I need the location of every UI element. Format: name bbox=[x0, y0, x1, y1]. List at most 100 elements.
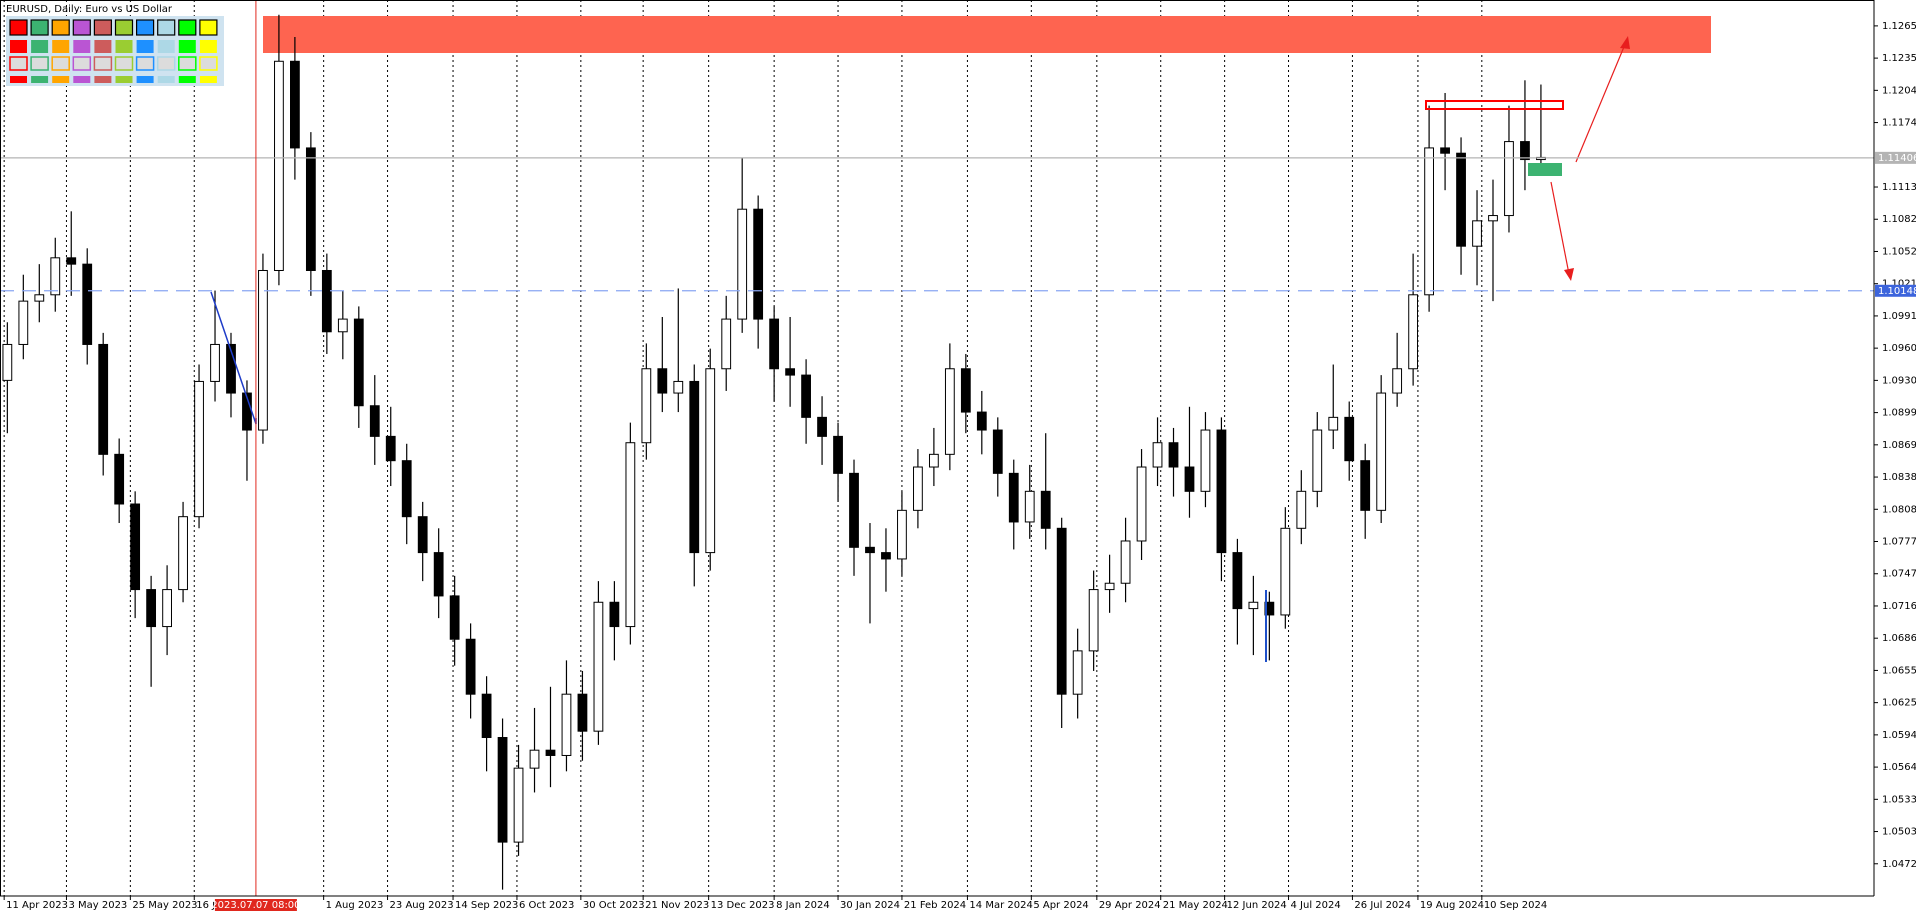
overlay-layer bbox=[0, 0, 1874, 896]
candle-body bbox=[944, 368, 955, 455]
y-tick-label: 1.07165 bbox=[1882, 601, 1916, 612]
palette-button[interactable] bbox=[10, 40, 27, 53]
y-tick-label: 1.09910 bbox=[1882, 311, 1916, 322]
candle-body bbox=[769, 318, 780, 370]
candle-body bbox=[1168, 442, 1179, 468]
candle-body bbox=[865, 546, 875, 554]
palette-button[interactable] bbox=[30, 19, 49, 36]
palette-button[interactable] bbox=[72, 19, 91, 36]
candle-body bbox=[657, 368, 668, 394]
x-tick-label: 8 Jan 2024 bbox=[776, 900, 830, 911]
palette-button[interactable] bbox=[52, 76, 70, 83]
candle-body bbox=[353, 318, 364, 407]
high-box bbox=[1425, 100, 1564, 110]
palette-button[interactable] bbox=[115, 76, 133, 83]
candle-body bbox=[226, 343, 236, 394]
palette-button[interactable] bbox=[73, 76, 91, 83]
palette-button[interactable] bbox=[199, 40, 217, 53]
resistance-zone bbox=[263, 16, 1711, 53]
y-tick-label: 1.10215 bbox=[1882, 279, 1916, 290]
palette-button[interactable] bbox=[9, 56, 28, 71]
palette-button[interactable] bbox=[94, 76, 112, 83]
arrow-head bbox=[1620, 36, 1630, 49]
palette-button[interactable] bbox=[94, 40, 112, 53]
y-tick-label: 1.04725 bbox=[1882, 859, 1916, 870]
candle-body bbox=[66, 257, 77, 265]
candle-body bbox=[1472, 220, 1482, 247]
candle-body bbox=[1392, 368, 1403, 394]
palette-button[interactable] bbox=[51, 19, 70, 36]
palette-button[interactable] bbox=[136, 76, 154, 83]
candle-body bbox=[1424, 147, 1434, 296]
candle-body bbox=[401, 460, 412, 518]
palette-button[interactable] bbox=[157, 40, 175, 53]
palette-button[interactable] bbox=[73, 40, 91, 53]
y-tick-label: 1.06860 bbox=[1882, 633, 1916, 644]
palette-button[interactable] bbox=[199, 19, 218, 36]
candle-body bbox=[385, 435, 396, 462]
candles-layer bbox=[2, 14, 1546, 890]
y-tick-label: 1.10825 bbox=[1882, 214, 1916, 225]
palette-button[interactable] bbox=[114, 56, 134, 71]
x-tick-label: 21 May 2024 bbox=[1163, 900, 1228, 911]
candle-body bbox=[1440, 147, 1450, 154]
cursor-label: 2023.07.07 08:00 bbox=[211, 900, 300, 911]
candle-body bbox=[274, 60, 284, 271]
candle-body bbox=[2, 343, 13, 381]
candle-body bbox=[50, 257, 61, 296]
candle-body bbox=[641, 368, 652, 444]
palette-button[interactable] bbox=[9, 19, 28, 36]
palette-button[interactable] bbox=[199, 56, 218, 71]
palette-button[interactable] bbox=[114, 19, 134, 36]
candle-body bbox=[82, 263, 93, 345]
palette-button[interactable] bbox=[30, 56, 49, 71]
x-tick-label: 23 Aug 2023 bbox=[390, 900, 454, 911]
palette-button[interactable] bbox=[72, 56, 92, 71]
palette-button[interactable] bbox=[156, 56, 176, 71]
candle-body bbox=[817, 416, 827, 437]
palette-button[interactable] bbox=[136, 19, 155, 36]
y-tick-label: 1.10520 bbox=[1882, 246, 1916, 257]
palette-button[interactable] bbox=[157, 76, 175, 83]
palette-button[interactable] bbox=[157, 19, 176, 36]
palette-button[interactable] bbox=[10, 76, 27, 83]
palette-button[interactable] bbox=[31, 40, 49, 53]
candle-body bbox=[305, 147, 316, 271]
candle-body bbox=[1376, 392, 1387, 511]
palette-button[interactable] bbox=[135, 56, 155, 71]
palette-button[interactable] bbox=[178, 56, 197, 71]
palette-button[interactable] bbox=[93, 56, 113, 71]
palette-button[interactable] bbox=[199, 76, 217, 83]
palette-button[interactable] bbox=[115, 40, 133, 53]
y-tick-label: 1.06250 bbox=[1882, 698, 1916, 709]
palette-button[interactable] bbox=[52, 40, 70, 53]
candle-body bbox=[1264, 601, 1275, 616]
candle-body bbox=[785, 368, 796, 376]
candle-body bbox=[737, 208, 748, 320]
x-tick-label: 1 Aug 2023 bbox=[326, 900, 384, 911]
candle-body bbox=[1120, 540, 1131, 584]
palette-button[interactable] bbox=[31, 76, 49, 83]
candle-body bbox=[258, 269, 268, 431]
candle-body bbox=[114, 453, 125, 505]
price-label-box bbox=[1875, 284, 1916, 297]
y-tick-label: 1.09605 bbox=[1882, 343, 1916, 354]
candle-body bbox=[1088, 589, 1099, 652]
candle-body bbox=[130, 503, 141, 591]
candle-body bbox=[1200, 429, 1211, 492]
palette-button[interactable] bbox=[93, 19, 113, 36]
candle-body bbox=[992, 429, 1003, 474]
palette-button[interactable] bbox=[178, 40, 196, 53]
palette-button[interactable] bbox=[51, 56, 70, 71]
candle-body bbox=[290, 60, 300, 149]
candle-body bbox=[976, 411, 987, 431]
palette-button[interactable] bbox=[178, 76, 196, 83]
candle-body bbox=[1072, 650, 1083, 695]
palette-button[interactable] bbox=[136, 40, 154, 53]
palette-button[interactable] bbox=[178, 19, 197, 36]
y-tick-label: 1.12045 bbox=[1882, 85, 1916, 96]
candle-body bbox=[1520, 141, 1530, 161]
y-tick-label: 1.05640 bbox=[1882, 762, 1916, 773]
candle-body bbox=[417, 516, 428, 554]
